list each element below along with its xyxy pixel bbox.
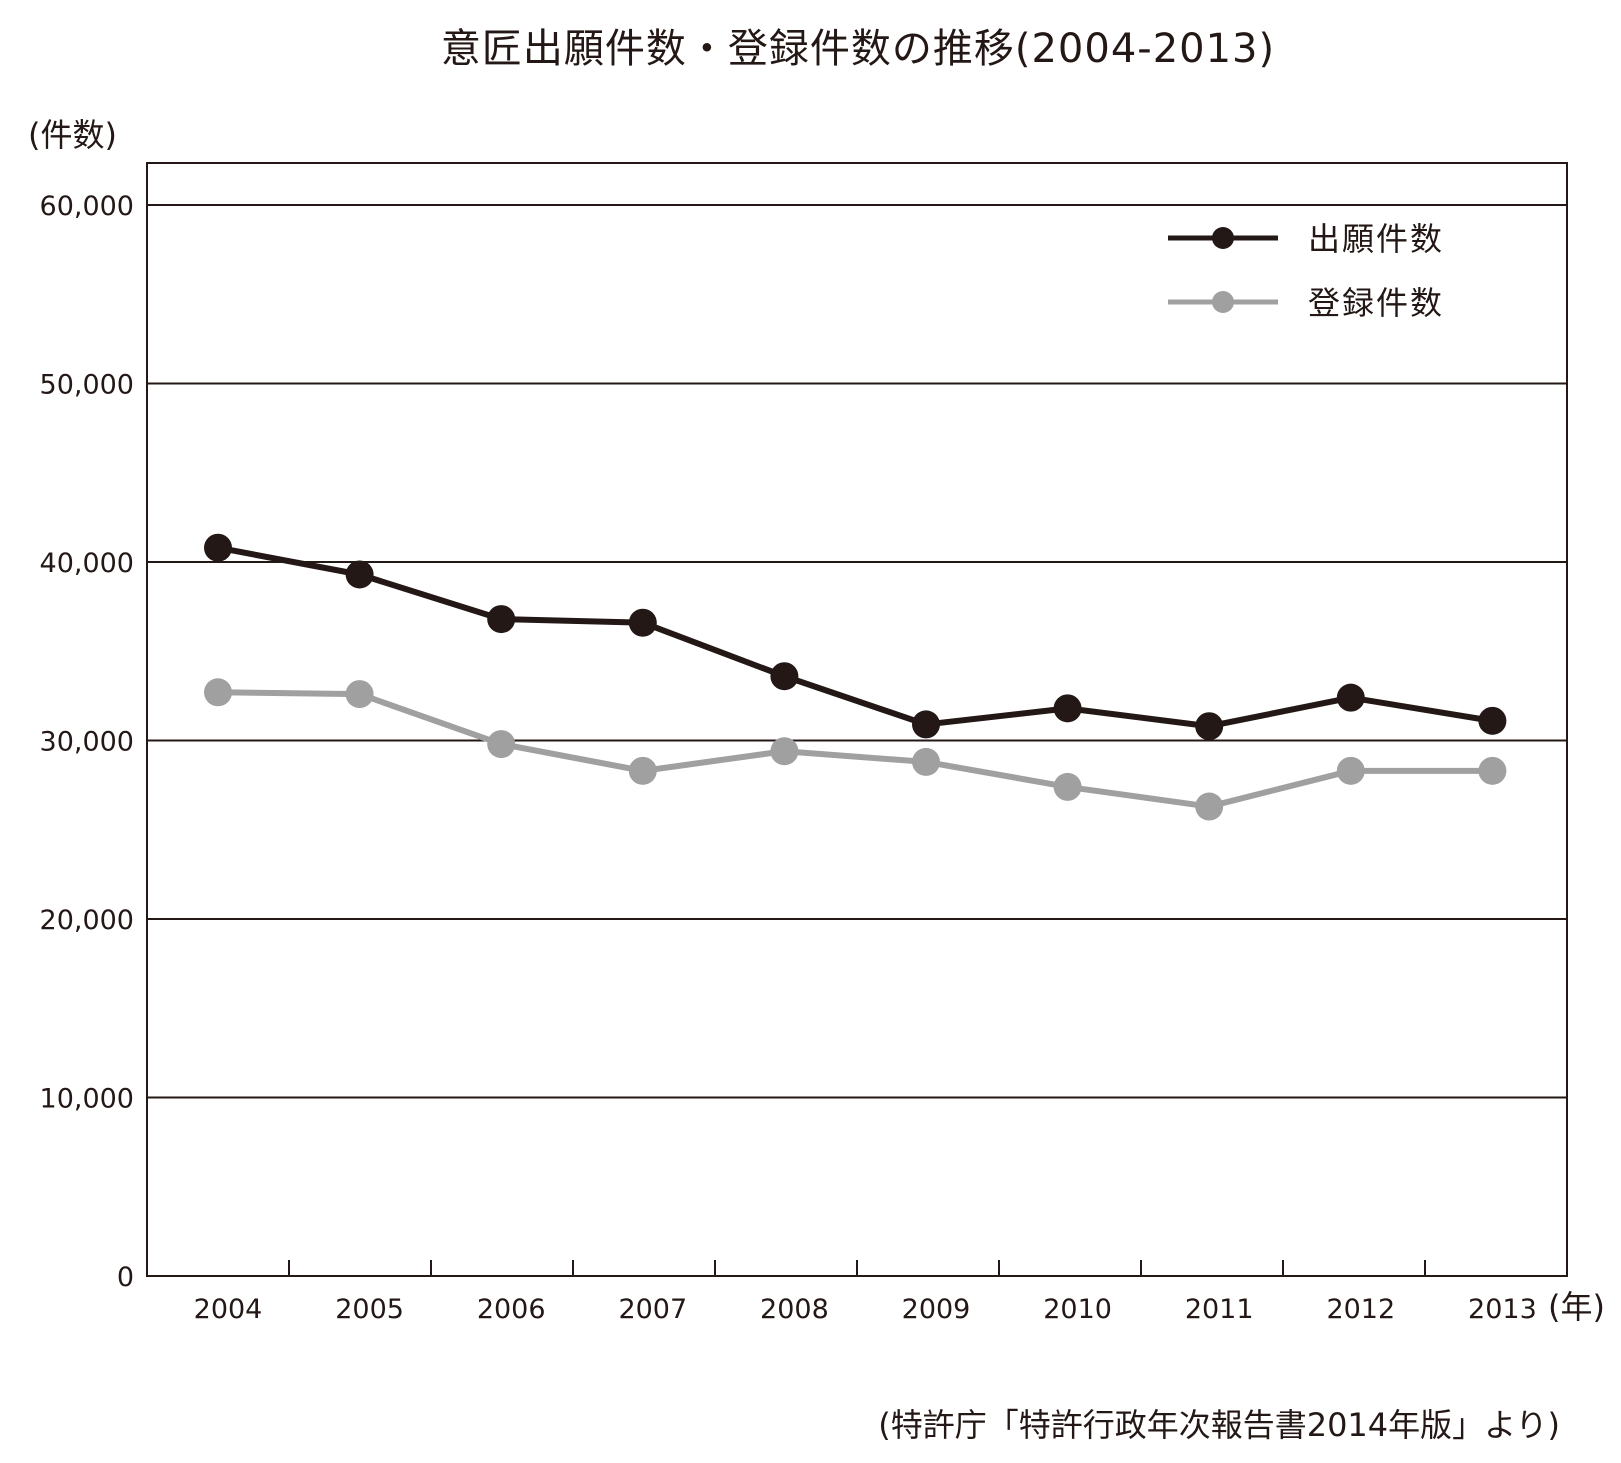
y-axis-label: (件数) — [28, 116, 117, 154]
data-point — [1053, 772, 1082, 801]
data-point — [1053, 694, 1082, 723]
data-point — [770, 662, 799, 691]
data-point — [1195, 712, 1224, 741]
x-tick-label: 2008 — [760, 1294, 829, 1325]
y-tick-label: 0 — [117, 1262, 134, 1293]
y-tick-label: 30,000 — [40, 727, 134, 758]
series-registrations — [204, 678, 1507, 821]
plot-frame — [146, 162, 1568, 1277]
data-point — [204, 678, 232, 707]
y-tick-label: 10,000 — [40, 1084, 134, 1115]
data-point — [487, 730, 516, 759]
x-tick-label: 2004 — [194, 1294, 263, 1325]
series-line — [217, 544, 1493, 730]
y-tick-label: 20,000 — [40, 905, 134, 936]
legend-item: 登録件数 — [1168, 284, 1444, 322]
legend-swatch-marker — [1212, 291, 1234, 313]
source-note: (特許庁「特許行政年次報告書2014年版」より) — [878, 1406, 1560, 1444]
legend-label: 登録件数 — [1308, 284, 1444, 322]
x-tick-label: 2013 — [1468, 1294, 1537, 1325]
data-point — [628, 756, 657, 785]
legend-item: 出願件数 — [1168, 220, 1444, 258]
data-point — [770, 737, 799, 766]
data-point — [1195, 792, 1224, 821]
data-point — [1336, 683, 1365, 712]
x-tick-label: 2009 — [902, 1294, 971, 1325]
data-point — [628, 608, 657, 637]
x-tick-labels: 2004 2005 2006 2007 2008 2009 2010 2011 2012 2013 — [194, 1260, 1537, 1325]
data-point — [487, 605, 516, 634]
data-point — [345, 680, 374, 709]
data-point — [912, 747, 940, 776]
legend-label: 出願件数 — [1308, 220, 1444, 258]
x-tick-label: 2012 — [1326, 1294, 1395, 1325]
data-point — [912, 710, 940, 739]
data-point — [345, 560, 374, 589]
data-point — [204, 533, 232, 562]
gridlines — [147, 204, 1567, 1099]
y-tick-label: 40,000 — [40, 548, 134, 579]
x-tick-label: 2007 — [618, 1294, 687, 1325]
series-line — [217, 689, 1493, 810]
data-point — [1478, 706, 1507, 735]
legend-swatch-marker — [1212, 227, 1234, 249]
x-tick-label: 2005 — [335, 1294, 404, 1325]
x-tick-label: 2011 — [1185, 1294, 1254, 1325]
data-point — [1478, 756, 1507, 785]
y-tick-label: 50,000 — [40, 370, 134, 401]
x-axis-label: (年) — [1548, 1288, 1605, 1326]
chart-title: 意匠出願件数・登録件数の推移(2004-2013) — [441, 26, 1275, 72]
series-layer — [204, 533, 1507, 821]
series-applications — [204, 533, 1507, 741]
data-point — [1336, 756, 1365, 785]
x-tick-label: 2006 — [477, 1294, 546, 1325]
x-tick-label: 2010 — [1043, 1294, 1112, 1325]
y-tick-label: 60,000 — [40, 191, 134, 222]
y-tick-labels: 0 10,000 20,000 30,000 40,000 50,000 60,000 — [40, 191, 134, 1293]
